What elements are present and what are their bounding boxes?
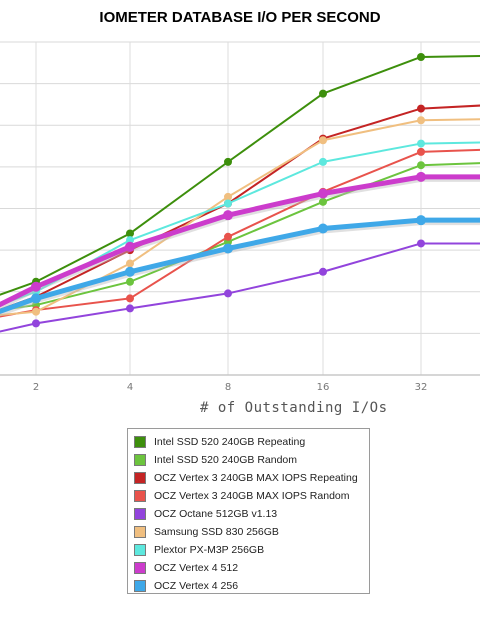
x-tick-label: 32 — [415, 382, 428, 393]
legend-item[interactable]: OCZ Vertex 3 240GB MAX IOPS Random — [128, 487, 368, 505]
legend-item[interactable]: OCZ Vertex 3 240GB MAX IOPS Repeating — [128, 469, 368, 487]
x-tick-label: 2 — [33, 382, 39, 393]
legend-label: Intel SSD 520 240GB Repeating — [154, 436, 306, 448]
legend-swatch — [134, 526, 146, 538]
data-point — [417, 147, 425, 156]
data-point — [224, 289, 232, 298]
legend-swatch — [134, 580, 146, 592]
series-line — [0, 217, 480, 315]
data-point — [126, 259, 134, 268]
x-tick-label: 16 — [317, 382, 330, 393]
legend-swatch — [134, 436, 146, 448]
legend-swatch — [134, 508, 146, 520]
legend-item[interactable]: Intel SSD 520 240GB Repeating — [128, 433, 368, 451]
legend-label: OCZ Vertex 4 512 — [154, 562, 239, 574]
legend-swatch — [134, 562, 146, 574]
legend-label: Samsung SSD 830 256GB — [154, 526, 279, 538]
chart-title: IOMETER DATABASE I/O PER SECOND — [99, 9, 381, 26]
data-point — [416, 215, 426, 226]
data-point — [417, 52, 425, 61]
data-point — [417, 239, 425, 248]
x-axis-title: # of Outstanding I/Os — [200, 400, 388, 416]
series-line — [0, 54, 480, 296]
data-point — [125, 266, 135, 277]
legend-label: OCZ Octane 512GB v1.13 — [154, 508, 278, 520]
legend-item[interactable]: OCZ Vertex 4 512 — [128, 559, 368, 577]
legend-label: OCZ Vertex 4 256 — [154, 580, 239, 592]
data-point — [319, 89, 327, 98]
data-point — [224, 232, 232, 241]
data-point — [224, 157, 232, 166]
legend-item[interactable]: Plextor PX-M3P 256GB — [128, 541, 368, 559]
data-point — [319, 267, 327, 276]
data-point — [31, 281, 41, 292]
data-point — [417, 139, 425, 148]
legend-item[interactable]: Samsung SSD 830 256GB — [128, 523, 368, 541]
series-line — [0, 104, 480, 311]
data-point — [126, 236, 134, 245]
grid-layer — [0, 41, 480, 375]
data-point — [319, 136, 327, 145]
legend-item[interactable]: OCZ Vertex 4 256 — [128, 577, 368, 595]
legend: Intel SSD 520 240GB Repeating Intel SSD … — [127, 428, 370, 594]
data-point — [223, 210, 233, 221]
data-point — [126, 277, 134, 286]
data-point — [126, 229, 134, 238]
series-layer — [0, 52, 480, 333]
data-point — [319, 197, 327, 206]
data-point — [417, 104, 425, 113]
data-point — [416, 171, 426, 182]
tick-label-layer: 2 4 8 16 32 — [33, 382, 428, 393]
data-point — [32, 307, 40, 316]
x-tick-label: 4 — [127, 382, 133, 393]
data-point — [417, 116, 425, 125]
data-point — [319, 157, 327, 166]
legend-item[interactable]: Intel SSD 520 240GB Random — [128, 451, 368, 469]
data-point — [318, 188, 328, 199]
data-point — [318, 223, 328, 234]
data-point — [126, 304, 134, 313]
data-point — [32, 319, 40, 328]
legend-swatch — [134, 472, 146, 484]
legend-swatch — [134, 544, 146, 556]
legend-swatch — [134, 490, 146, 502]
legend-label: Plextor PX-M3P 256GB — [154, 544, 265, 556]
data-point — [223, 243, 233, 254]
data-point — [224, 199, 232, 208]
legend-label: OCZ Vertex 3 240GB MAX IOPS Random — [154, 490, 350, 502]
legend-label: Intel SSD 520 240GB Random — [154, 454, 298, 466]
data-point — [224, 192, 232, 201]
x-tick-label: 8 — [225, 382, 231, 393]
legend-swatch — [134, 454, 146, 466]
data-point — [125, 241, 135, 252]
data-point — [417, 161, 425, 170]
data-point — [31, 293, 41, 304]
legend-label: OCZ Vertex 3 240GB MAX IOPS Repeating — [154, 472, 358, 484]
data-point — [126, 294, 134, 303]
legend-item[interactable]: OCZ Octane 512GB v1.13 — [128, 505, 368, 523]
